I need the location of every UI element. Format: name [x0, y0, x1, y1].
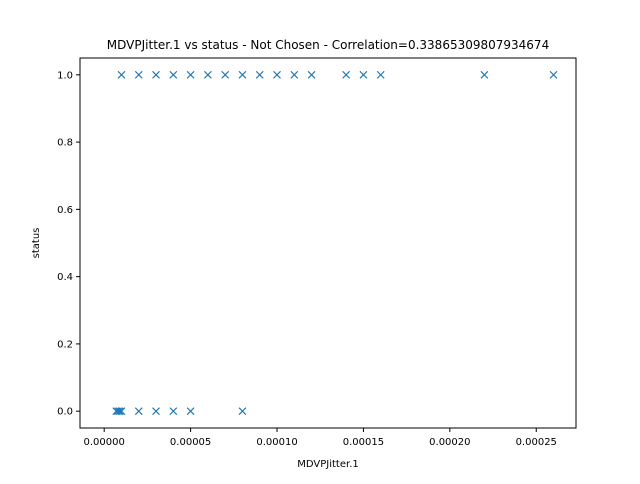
data-point-14	[376, 70, 385, 79]
data-point-22	[152, 407, 160, 416]
data-point-1	[134, 70, 143, 79]
marker-stroke	[203, 70, 212, 79]
x-tick-label: 0.00005	[170, 437, 211, 448]
chart-title: MDVPJitter.1 vs status - Not Chosen - Co…	[107, 38, 549, 52]
marker-stroke	[134, 407, 143, 416]
data-point-21	[134, 407, 143, 416]
x-axis-ticks: 0.00000 0.00005 0.00010 0.00015 0.00020 0.000…	[84, 428, 557, 448]
y-axis-label: status	[31, 228, 42, 259]
data-point-7	[238, 70, 247, 79]
marker-stroke	[169, 70, 178, 79]
data-point-11	[307, 70, 316, 79]
marker-stroke	[134, 70, 143, 79]
data-point-5	[203, 70, 212, 79]
data-point-23	[169, 407, 178, 416]
marker-stroke	[376, 70, 385, 79]
data-point-12	[342, 70, 351, 79]
marker-stroke	[221, 70, 230, 79]
marker-stroke	[152, 407, 160, 416]
marker-stroke	[186, 70, 195, 79]
y-tick-label: 0.0	[57, 407, 73, 418]
data-point-13	[359, 70, 368, 79]
data-point-2	[152, 70, 160, 79]
x-tick-label: 0.00025	[516, 437, 557, 448]
y-tick-label: 1.0	[57, 70, 73, 81]
marker-stroke	[273, 70, 281, 79]
data-point-6	[221, 70, 230, 79]
data-point-25	[238, 407, 247, 416]
plot-frame	[79, 57, 577, 429]
marker-stroke	[307, 70, 316, 79]
x-tick-label: 0.00020	[429, 437, 470, 448]
x-tick-label: 0.00015	[343, 437, 384, 448]
data-point-15	[480, 70, 489, 79]
marker-stroke	[117, 70, 126, 79]
marker-stroke	[255, 70, 264, 79]
x-axis-label: MDVPJitter.1	[297, 459, 358, 470]
marker-stroke	[115, 407, 124, 416]
marker-stroke	[117, 407, 126, 416]
marker-stroke	[169, 407, 178, 416]
x-tick-label: 0.00010	[256, 437, 297, 448]
marker-stroke	[549, 70, 558, 79]
marker-stroke	[290, 70, 299, 79]
data-point-4	[186, 70, 195, 79]
y-tick-label: 0.4	[57, 272, 73, 283]
data-point-0	[117, 70, 126, 79]
data-point-24	[186, 407, 195, 416]
data-point-19	[115, 407, 124, 416]
y-tick-label: 0.6	[57, 205, 73, 216]
marker-stroke	[152, 70, 160, 79]
marker-stroke	[238, 70, 247, 79]
marker-stroke	[238, 407, 247, 416]
marker-stroke	[114, 407, 122, 416]
marker-stroke	[480, 70, 489, 79]
data-point-10	[290, 70, 299, 79]
data-point-3	[169, 70, 178, 79]
data-point-8	[255, 70, 264, 79]
data-point-20	[117, 407, 126, 416]
data-point-9	[273, 70, 281, 79]
data-marks	[112, 70, 558, 416]
y-axis-ticks: 0.0 0.2 0.4 0.6 0.8 1.0	[57, 70, 80, 418]
y-tick-label: 0.2	[57, 339, 73, 350]
x-tick-label: 0.00000	[84, 437, 125, 448]
marker-stroke	[359, 70, 368, 79]
marker-stroke	[186, 407, 195, 416]
marker-stroke	[342, 70, 351, 79]
data-point-18	[114, 407, 122, 416]
data-point-16	[549, 70, 558, 79]
y-tick-label: 0.8	[57, 138, 73, 149]
